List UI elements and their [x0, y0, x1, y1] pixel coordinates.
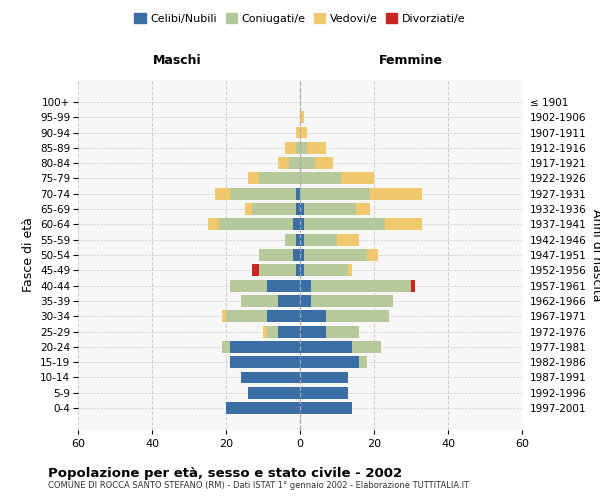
- Bar: [230, 188, 296, 200]
- Bar: [241, 372, 300, 384]
- Bar: [300, 188, 370, 200]
- Bar: [296, 264, 300, 276]
- Bar: [300, 372, 348, 384]
- Bar: [304, 203, 355, 215]
- Bar: [296, 203, 300, 215]
- Text: Maschi: Maschi: [152, 54, 202, 68]
- Bar: [300, 234, 304, 245]
- Bar: [300, 249, 304, 261]
- Bar: [296, 188, 300, 200]
- Bar: [296, 142, 300, 154]
- Legend: Celibi/Nubili, Coniugati/e, Vedovi/e, Divorziati/e: Celibi/Nubili, Coniugati/e, Vedovi/e, Di…: [130, 8, 470, 28]
- Bar: [248, 172, 259, 184]
- Bar: [411, 280, 415, 291]
- Bar: [300, 218, 304, 230]
- Bar: [307, 142, 326, 154]
- Bar: [315, 157, 334, 169]
- Bar: [352, 341, 382, 353]
- Text: Femmine: Femmine: [379, 54, 443, 68]
- Bar: [300, 356, 359, 368]
- Bar: [263, 326, 266, 338]
- Bar: [278, 157, 289, 169]
- Y-axis label: Fasce di età: Fasce di età: [22, 218, 35, 292]
- Bar: [296, 126, 300, 138]
- Bar: [300, 157, 315, 169]
- Bar: [226, 402, 300, 414]
- Bar: [259, 172, 300, 184]
- Bar: [252, 203, 296, 215]
- Bar: [285, 234, 296, 245]
- Bar: [359, 356, 367, 368]
- Bar: [304, 234, 337, 245]
- Bar: [266, 310, 300, 322]
- Bar: [248, 387, 300, 399]
- Bar: [337, 234, 359, 245]
- Bar: [293, 249, 300, 261]
- Text: Popolazione per età, sesso e stato civile - 2002: Popolazione per età, sesso e stato civil…: [48, 468, 402, 480]
- Bar: [341, 172, 374, 184]
- Bar: [259, 264, 296, 276]
- Bar: [222, 341, 230, 353]
- Bar: [355, 203, 370, 215]
- Bar: [304, 249, 367, 261]
- Bar: [367, 249, 378, 261]
- Bar: [326, 326, 359, 338]
- Bar: [370, 188, 422, 200]
- Bar: [241, 295, 278, 307]
- Bar: [311, 280, 411, 291]
- Bar: [226, 310, 266, 322]
- Bar: [278, 295, 300, 307]
- Bar: [300, 142, 307, 154]
- Bar: [215, 188, 230, 200]
- Bar: [326, 310, 389, 322]
- Bar: [208, 218, 218, 230]
- Bar: [300, 111, 304, 123]
- Bar: [230, 341, 300, 353]
- Bar: [300, 264, 304, 276]
- Bar: [300, 203, 304, 215]
- Bar: [300, 295, 311, 307]
- Bar: [245, 203, 252, 215]
- Bar: [300, 402, 352, 414]
- Bar: [300, 280, 311, 291]
- Bar: [230, 356, 300, 368]
- Bar: [278, 326, 300, 338]
- Bar: [223, 310, 226, 322]
- Y-axis label: Anni di nascita: Anni di nascita: [590, 209, 600, 301]
- Bar: [348, 264, 352, 276]
- Bar: [296, 234, 300, 245]
- Bar: [266, 326, 278, 338]
- Bar: [266, 280, 300, 291]
- Text: COMUNE DI ROCCA SANTO STEFANO (RM) - Dati ISTAT 1° gennaio 2002 - Elaborazione T: COMUNE DI ROCCA SANTO STEFANO (RM) - Dat…: [48, 481, 469, 490]
- Bar: [304, 218, 385, 230]
- Bar: [218, 218, 293, 230]
- Bar: [300, 326, 326, 338]
- Bar: [300, 341, 352, 353]
- Bar: [311, 295, 392, 307]
- Bar: [285, 142, 296, 154]
- Bar: [304, 264, 348, 276]
- Bar: [252, 264, 259, 276]
- Bar: [293, 218, 300, 230]
- Bar: [289, 157, 300, 169]
- Bar: [300, 387, 348, 399]
- Bar: [259, 249, 293, 261]
- Bar: [300, 172, 341, 184]
- Bar: [230, 280, 266, 291]
- Bar: [300, 126, 307, 138]
- Bar: [385, 218, 422, 230]
- Bar: [300, 310, 326, 322]
